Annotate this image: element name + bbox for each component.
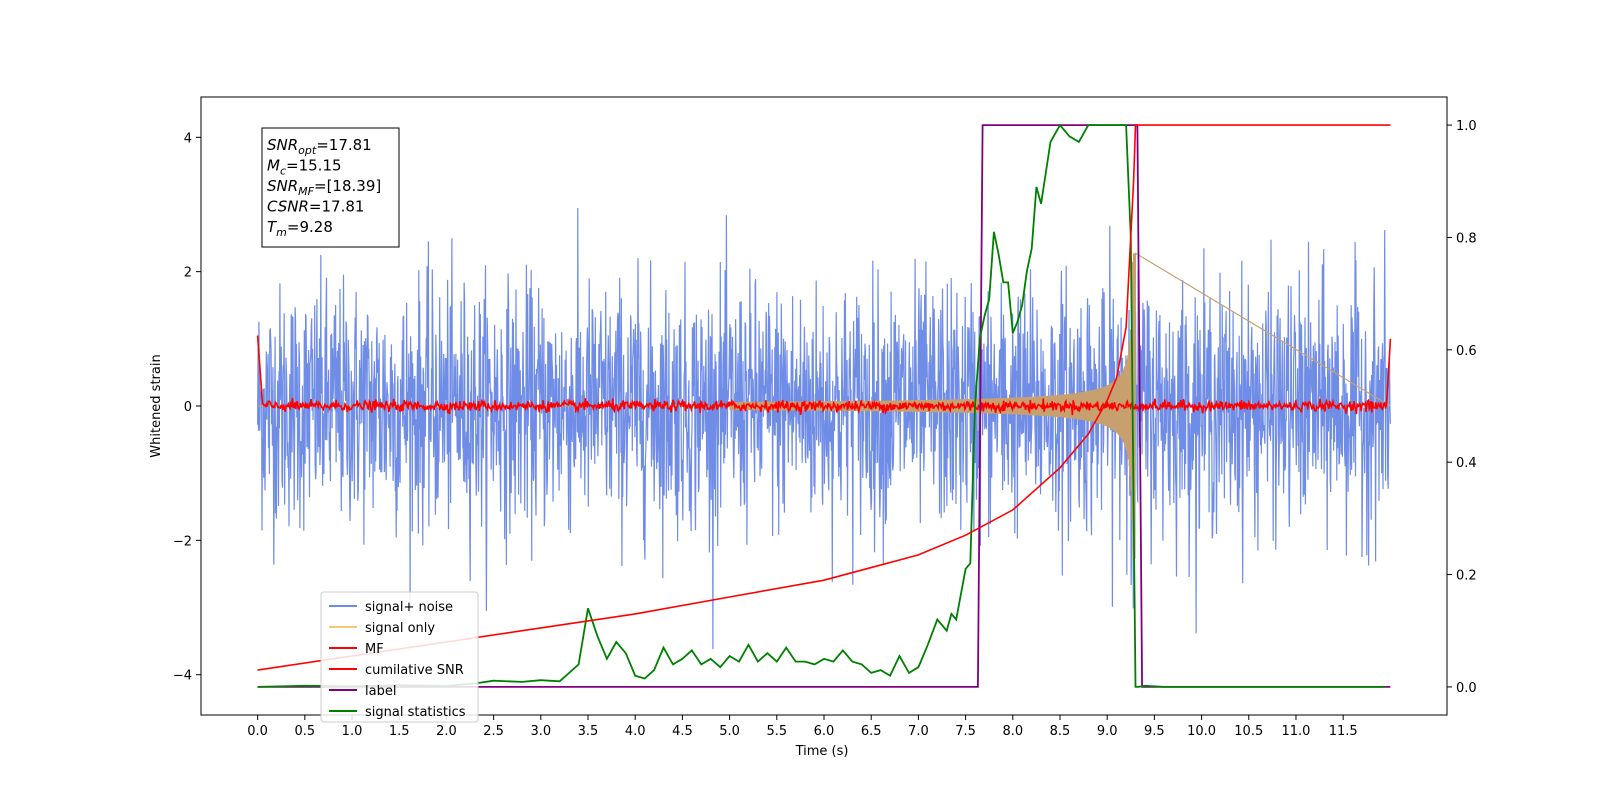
x-tick-label: 0.0 — [247, 724, 268, 739]
x-tick-label: 1.0 — [342, 724, 363, 739]
annotation-box: SNRopt=17.81Mc=15.15SNRMF=[18.39]CSNR=17… — [261, 127, 400, 248]
y-tick-label-right: 0.2 — [1456, 569, 1477, 584]
y-tick-label-left: 0 — [184, 400, 192, 415]
x-tick-label: 6.5 — [861, 724, 882, 739]
x-tick-label: 6.0 — [814, 724, 835, 739]
x-tick-label: 9.0 — [1097, 724, 1118, 739]
x-tick-label: 7.5 — [955, 724, 976, 739]
y-tick-label-left: 2 — [184, 266, 192, 281]
legend-entry: label — [365, 684, 396, 699]
x-tick-label: 4.5 — [672, 724, 693, 739]
series-signal-statistics — [257, 123, 1386, 688]
annotation-line: SNRMF=[18.39] — [267, 177, 381, 198]
legend-entry: signal only — [365, 621, 435, 636]
y-tick-label-left: 4 — [184, 131, 192, 146]
legend-entry: cumilative SNR — [365, 663, 464, 678]
x-tick-label: 8.0 — [1002, 724, 1023, 739]
y-tick-label-right: 0.6 — [1456, 344, 1477, 359]
series-mf — [256, 335, 1392, 416]
legend: signal+ noise signal only MF cumilative SNR… — [320, 591, 479, 723]
annotation-line: CSNR=17.81 — [267, 198, 364, 216]
y-axis-right: 1.0 0.8 0.6 0.4 0.2 0.0 — [1447, 119, 1477, 696]
x-tick-label: 7.0 — [908, 724, 929, 739]
x-tick-label: 3.0 — [530, 724, 551, 739]
series-cumulative-snr — [257, 124, 1391, 671]
x-tick-label: 0.5 — [294, 724, 315, 739]
y-tick-label-right: 0.0 — [1456, 681, 1477, 696]
x-tick-label: 4.0 — [625, 724, 646, 739]
legend-frame — [320, 591, 479, 723]
x-tick-label: 10.5 — [1234, 724, 1263, 739]
x-tick-label: 9.5 — [1144, 724, 1165, 739]
y-axis-left: 4 2 0 −2 −4 — [173, 131, 201, 684]
y-tick-label-right: 1.0 — [1456, 119, 1477, 134]
y-tick-label-right: 0.8 — [1456, 231, 1477, 246]
x-tick-label: 2.0 — [436, 724, 457, 739]
annotation-line: Mc=15.15 — [267, 157, 342, 178]
x-axis-label: Time (s) — [795, 744, 849, 759]
legend-entry: signal statistics — [365, 705, 466, 720]
x-tick-label: 1.5 — [389, 724, 410, 739]
x-tick-label: 5.0 — [719, 724, 740, 739]
x-tick-label: 5.5 — [766, 724, 787, 739]
annotation-frame — [261, 127, 400, 248]
annotation-line: SNRopt=17.81 — [267, 136, 372, 157]
series-signal-noise — [257, 207, 1391, 650]
x-tick-label: 2.5 — [483, 724, 504, 739]
plot-area — [256, 123, 1392, 688]
y-tick-label-left: −4 — [173, 669, 192, 684]
x-tick-label: 11.0 — [1281, 724, 1310, 739]
legend-entry: signal+ noise — [365, 600, 453, 615]
y-tick-label-left: −2 — [173, 534, 192, 549]
annotation-line: Tm=9.28 — [267, 218, 333, 239]
x-tick-label: 8.5 — [1050, 724, 1071, 739]
x-tick-label: 10.0 — [1187, 724, 1216, 739]
legend-entry: MF — [365, 642, 384, 657]
x-tick-label: 3.5 — [578, 724, 599, 739]
y-tick-label-right: 0.4 — [1456, 456, 1477, 471]
y-axis-label: Whitened strain — [149, 354, 164, 457]
x-tick-label: 11.5 — [1329, 724, 1358, 739]
x-axis: 0.0 0.5 1.0 1.5 2.0 2.5 3.0 3.5 4.0 4.5 5.0 5.5 6.0 6… — [247, 715, 1358, 739]
